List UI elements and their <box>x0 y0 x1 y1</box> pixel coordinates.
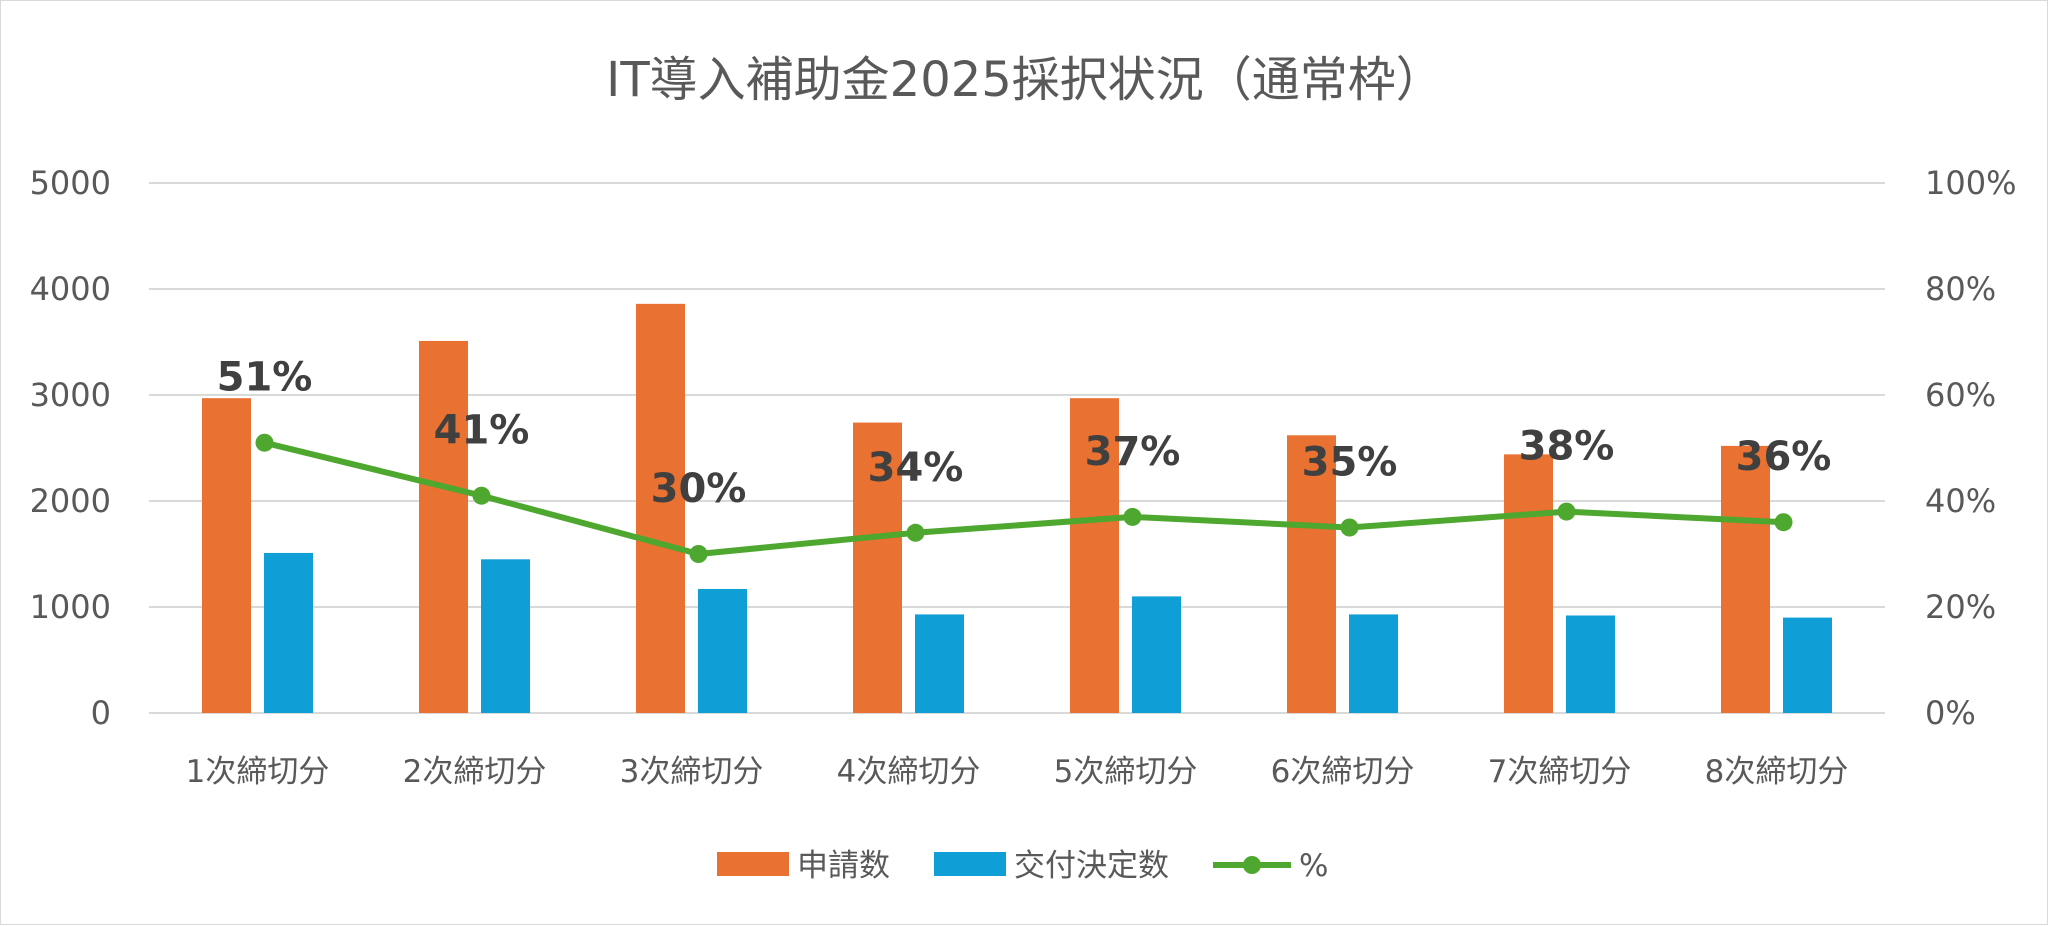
rate-data-label: 34% <box>868 445 964 491</box>
x-tick-label: 7次締切分 <box>1488 754 1632 790</box>
left-axis-ticks: 0 1000 2000 3000 4000 5000 <box>30 164 111 732</box>
right-tick-label: 20% <box>1925 588 1996 626</box>
rate-data-label: 30% <box>651 466 747 512</box>
bar-approvals <box>481 559 530 713</box>
legend-label: 申請数 <box>797 848 890 884</box>
rate-point <box>689 545 708 563</box>
chart-title: IT導入補助金2025採択状況（通常枠） <box>606 52 1444 108</box>
legend-label: % <box>1299 848 1328 884</box>
legend: 申請数 交付決定数% <box>717 848 1328 884</box>
x-tick-label: 2次締切分 <box>403 754 547 790</box>
bar-applications <box>1070 398 1119 713</box>
rate-point <box>472 486 491 505</box>
x-tick-label: 1次締切分 <box>186 754 330 790</box>
right-tick-label: 40% <box>1925 482 1996 520</box>
x-tick-label: 4次締切分 <box>837 754 981 790</box>
rate-point <box>255 433 274 452</box>
bar-applications <box>1721 445 1770 713</box>
rate-point <box>1340 518 1359 537</box>
gridlines <box>149 182 1885 714</box>
data-labels: 51% 41% 30% 34% 37% 35% 38% 36% <box>217 355 1832 512</box>
rate-data-label: 37% <box>1085 429 1181 475</box>
rate-data-label: 38% <box>1519 424 1615 470</box>
bar-applications <box>636 303 685 713</box>
legend-swatch <box>934 852 1006 876</box>
bars <box>202 303 1832 713</box>
legend-marker <box>1243 856 1261 874</box>
rate-point <box>906 523 925 542</box>
bar-approvals <box>698 588 747 713</box>
legend-label: 交付決定数 <box>1014 848 1169 884</box>
left-tick-label: 0 <box>91 694 111 732</box>
left-tick-label: 4000 <box>30 270 111 308</box>
rate-point <box>1774 513 1793 532</box>
bar-approvals <box>1132 596 1181 713</box>
x-tick-label: 8次締切分 <box>1705 754 1849 790</box>
bar-approvals <box>264 552 313 713</box>
bar-applications <box>853 422 902 713</box>
x-tick-label: 5次締切分 <box>1054 754 1198 790</box>
rate-data-label: 51% <box>217 355 313 401</box>
bar-applications <box>1504 454 1553 713</box>
right-tick-label: 80% <box>1925 270 1996 308</box>
left-tick-label: 5000 <box>30 164 111 202</box>
legend-swatch <box>717 852 789 876</box>
rate-point <box>1123 507 1142 526</box>
rate-data-label: 35% <box>1302 440 1398 486</box>
left-tick-label: 3000 <box>30 376 111 414</box>
right-tick-label: 60% <box>1925 376 1996 414</box>
right-axis-ticks: 0% 20% 40% 60% 80% 100% <box>1925 164 2016 732</box>
rate-data-label: 36% <box>1736 434 1832 480</box>
bar-applications <box>419 340 468 713</box>
right-tick-label: 100% <box>1925 164 2016 202</box>
right-tick-label: 0% <box>1925 694 1976 732</box>
bar-approvals <box>1566 615 1615 713</box>
left-tick-label: 1000 <box>30 588 111 626</box>
bar-approvals <box>915 614 964 713</box>
left-tick-label: 2000 <box>30 482 111 520</box>
rate-data-label: 41% <box>434 408 530 454</box>
bar-applications <box>202 398 251 713</box>
rate-line-path <box>263 439 1784 557</box>
rate-line <box>255 433 1793 563</box>
bar-approvals <box>1783 617 1832 713</box>
rate-point <box>1557 502 1576 521</box>
x-tick-label: 6次締切分 <box>1271 754 1415 790</box>
bar-applications <box>1287 435 1336 713</box>
x-axis-labels: 1次締切分 2次締切分 3次締切分 4次締切分 5次締切分 6次締切分 7次締切分 8次締切分 <box>186 754 1849 790</box>
x-tick-label: 3次締切分 <box>620 754 764 790</box>
bar-approvals <box>1349 614 1398 713</box>
